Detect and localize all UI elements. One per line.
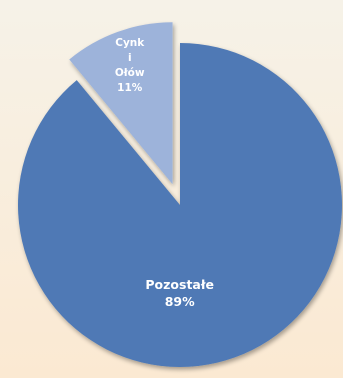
pie-slice-1 — [69, 22, 173, 185]
slice-name-label-1: Cynk — [115, 37, 145, 49]
slice-percent-label-0: 89% — [165, 294, 195, 309]
slice-name-label-0: Pozostałe — [145, 277, 214, 292]
slice-name-label-1: i — [128, 52, 132, 64]
slice-name-label-1: Ołów — [115, 67, 145, 79]
pie-slice-0 — [17, 43, 342, 367]
slice-percent-label-1: 11% — [117, 82, 143, 94]
labels-layer: Pozostałe 89% Cynk i Ołów 11% — [115, 37, 214, 309]
slices-layer — [17, 22, 342, 367]
